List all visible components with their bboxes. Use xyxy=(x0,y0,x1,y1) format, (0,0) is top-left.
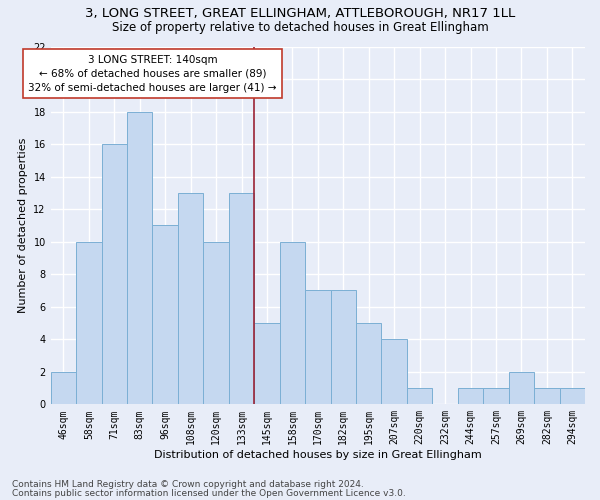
Bar xyxy=(76,242,101,404)
Bar xyxy=(534,388,560,404)
Bar xyxy=(127,112,152,405)
Text: 3, LONG STREET, GREAT ELLINGHAM, ATTLEBOROUGH, NR17 1LL: 3, LONG STREET, GREAT ELLINGHAM, ATTLEBO… xyxy=(85,8,515,20)
Bar xyxy=(382,340,407,404)
Bar xyxy=(305,290,331,405)
Bar xyxy=(407,388,433,404)
X-axis label: Distribution of detached houses by size in Great Ellingham: Distribution of detached houses by size … xyxy=(154,450,482,460)
Text: 3 LONG STREET: 140sqm
← 68% of detached houses are smaller (89)
32% of semi-deta: 3 LONG STREET: 140sqm ← 68% of detached … xyxy=(28,54,277,92)
Bar xyxy=(229,193,254,404)
Text: Contains HM Land Registry data © Crown copyright and database right 2024.: Contains HM Land Registry data © Crown c… xyxy=(12,480,364,489)
Bar xyxy=(356,323,382,404)
Bar xyxy=(152,226,178,404)
Bar xyxy=(101,144,127,405)
Bar xyxy=(483,388,509,404)
Bar xyxy=(254,323,280,404)
Bar xyxy=(203,242,229,404)
Bar xyxy=(458,388,483,404)
Bar xyxy=(280,242,305,404)
Bar xyxy=(50,372,76,404)
Bar xyxy=(178,193,203,404)
Bar xyxy=(331,290,356,405)
Y-axis label: Number of detached properties: Number of detached properties xyxy=(18,138,28,313)
Bar xyxy=(509,372,534,404)
Text: Size of property relative to detached houses in Great Ellingham: Size of property relative to detached ho… xyxy=(112,21,488,34)
Text: Contains public sector information licensed under the Open Government Licence v3: Contains public sector information licen… xyxy=(12,489,406,498)
Bar xyxy=(560,388,585,404)
